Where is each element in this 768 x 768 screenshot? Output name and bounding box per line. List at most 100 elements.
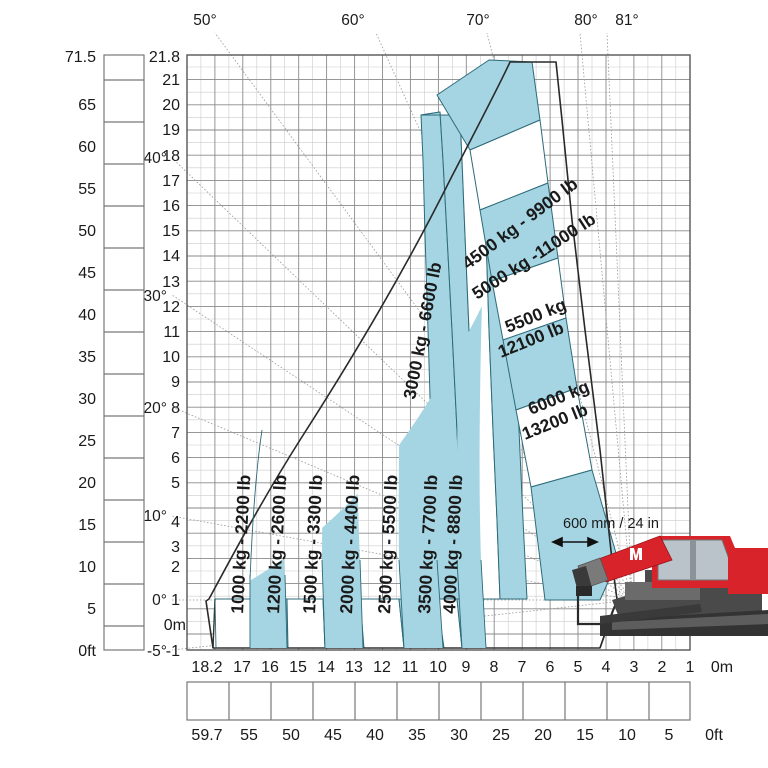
m-tick-5: 5 [171, 475, 180, 492]
angle-label-40: 40° [144, 150, 167, 167]
reach-m-1: 1 [686, 659, 695, 676]
reach-m-16: 16 [261, 659, 279, 676]
m-tick-12: 12 [162, 299, 180, 316]
reach-ft-35: 35 [408, 727, 426, 744]
ft-tick-30: 30 [78, 391, 96, 408]
reach-m-6: 6 [546, 659, 555, 676]
angle-ray-80 [579, 32, 633, 601]
m-tick-4: 4 [171, 514, 180, 531]
telehandler-illustration [572, 535, 768, 636]
m-tick-20: 20 [162, 97, 180, 114]
machine-forks [576, 592, 600, 626]
m-tick-16: 16 [162, 198, 180, 215]
angle-label-50: 50° [193, 12, 216, 29]
m-tick-neg1: -1 [166, 643, 180, 660]
ft-tick-55: 55 [78, 181, 96, 198]
m-tick-21: 21 [162, 72, 180, 89]
angle-label-80: 80° [574, 12, 597, 29]
ft-tick-40: 40 [78, 307, 96, 324]
ft-tick-50: 50 [78, 223, 96, 240]
angle-label-neg5: -5° [147, 643, 167, 660]
reach-ft-20: 20 [534, 727, 552, 744]
reach-m-15: 15 [289, 659, 307, 676]
ft-tick-15: 15 [78, 517, 96, 534]
reach-scale-imperial: 59.7 55 50 45 40 35 30 25 20 15 10 5 0ft [191, 727, 723, 744]
reach-m-4: 4 [602, 659, 611, 676]
reach-ft-25: 25 [492, 727, 510, 744]
reach-m-14: 14 [317, 659, 335, 676]
ft-tick-45: 45 [78, 265, 96, 282]
reach-m-2: 2 [658, 659, 667, 676]
reach-m-9: 9 [462, 659, 471, 676]
load-center-arrow-right [587, 536, 599, 548]
ft-tick-71_5: 71.5 [65, 49, 96, 66]
angle-label-81: 81° [615, 12, 638, 29]
angle-label-20: 20° [144, 400, 167, 417]
m-tick-8: 8 [171, 400, 180, 417]
plot-frame [186, 54, 691, 651]
machine-carriage [572, 566, 592, 592]
reach-m-18_2: 18.2 [191, 659, 222, 676]
reach-m-3: 3 [630, 659, 639, 676]
reach-m-13: 13 [345, 659, 363, 676]
m-tick-3: 3 [171, 539, 180, 556]
m-tick-9: 9 [171, 374, 180, 391]
reach-m-17: 17 [233, 659, 251, 676]
reach-ft-10: 10 [618, 727, 636, 744]
ft-tick-0: 0ft [78, 643, 96, 660]
height-scale-imperial: 71.5 65 60 55 50 45 40 35 30 25 20 15 10… [65, 49, 97, 660]
machine-fork-mount [576, 586, 592, 596]
reach-m-5: 5 [574, 659, 583, 676]
reach-ft-5: 5 [665, 727, 674, 744]
reach-m-12: 12 [373, 659, 391, 676]
ft-tick-25: 25 [78, 433, 96, 450]
band-separators [214, 429, 487, 649]
angle-label-70: 70° [466, 12, 489, 29]
reach-ft-45: 45 [324, 727, 342, 744]
reach-scale-metric: 18.2 17 16 15 14 13 12 11 10 9 8 7 6 5 4… [191, 659, 733, 676]
height-scale-metric: 21.8 21 20 19 18 17 16 15 14 13 12 11 10… [149, 49, 186, 660]
top-angle-labels: 50° 60° 70° 80° 81° [193, 12, 638, 29]
reach-ft-55: 55 [240, 727, 258, 744]
load-center-arrow-left [551, 536, 563, 548]
machine-rear-body [728, 548, 768, 594]
angle-label-30: 30° [144, 288, 167, 305]
reach-m-8: 8 [490, 659, 499, 676]
ft-tick-65: 65 [78, 97, 96, 114]
m-tick-13: 13 [162, 274, 180, 291]
machine-fork-tines [600, 604, 702, 624]
m-tick-10: 10 [162, 349, 180, 366]
left-angle-labels: 40° 30° 20° 10° 0° -5° [144, 150, 167, 660]
angle-ray-81 [606, 32, 633, 601]
machine-boom-logo [630, 548, 642, 560]
machine-track-detail [612, 614, 768, 630]
height-scale-bar-metric [103, 54, 145, 651]
ft-tick-10: 10 [78, 559, 96, 576]
angle-label-0: 0° [152, 592, 167, 609]
reach-ft-30: 30 [450, 727, 468, 744]
reach-m-0: 0m [711, 659, 733, 676]
m-tick-11: 11 [163, 324, 180, 341]
reach-ft-40: 40 [366, 727, 384, 744]
angle-ray-60 [375, 32, 633, 601]
m-tick-7: 7 [171, 425, 180, 442]
reach-ft-0: 0ft [705, 727, 723, 744]
machine-cab-post [690, 540, 696, 580]
reach-m-7: 7 [518, 659, 527, 676]
m-tick-17: 17 [162, 173, 180, 190]
m-tick-18: 18 [162, 148, 180, 165]
reach-m-11: 11 [402, 659, 419, 676]
ft-tick-20: 20 [78, 475, 96, 492]
envelope-outline [205, 61, 618, 649]
reach-m-10: 10 [429, 659, 447, 676]
m-tick-15: 15 [162, 223, 180, 240]
angle-label-60: 60° [341, 12, 364, 29]
ft-tick-5: 5 [87, 601, 96, 618]
m-tick-1: 1 [171, 592, 180, 609]
load-center-label: 600 mm / 24 in [563, 516, 659, 532]
angle-label-10: 10° [144, 508, 167, 525]
m-tick-14: 14 [162, 248, 180, 265]
ft-tick-35: 35 [78, 349, 96, 366]
